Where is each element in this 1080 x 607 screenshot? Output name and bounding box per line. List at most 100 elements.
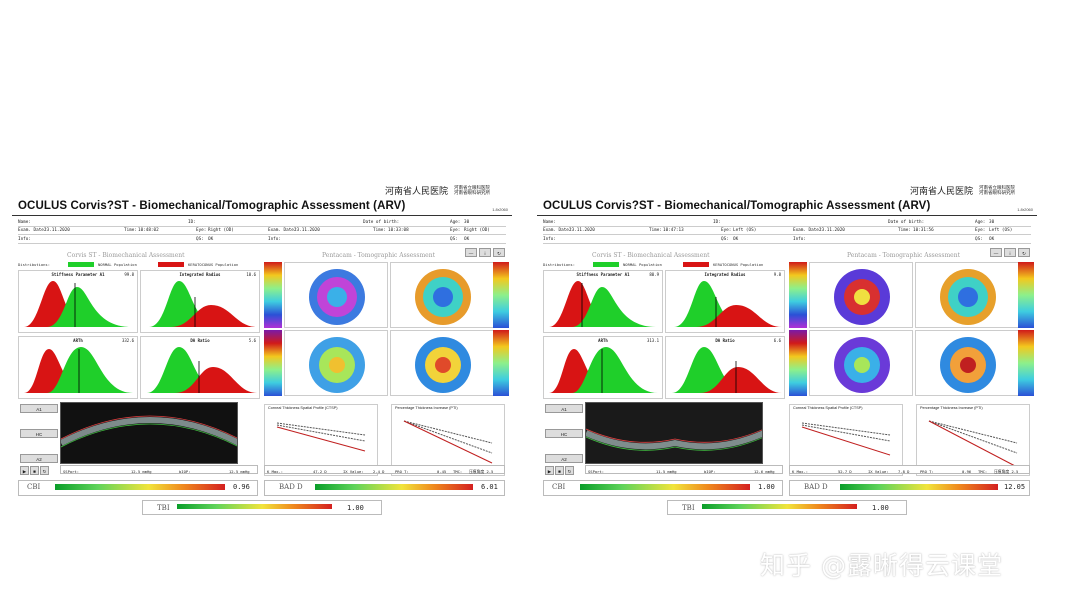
- play-button[interactable]: ▶: [20, 466, 29, 475]
- topography-map: [309, 337, 365, 393]
- map-elev-back[interactable]: [915, 330, 1019, 396]
- ix-label: IX Value:: [343, 469, 364, 474]
- exam-date-value: 23.11.2020: [569, 228, 595, 233]
- map-axial-front[interactable]: [809, 262, 913, 328]
- oct-image: [60, 402, 238, 464]
- report-left-eye: 河南省人民医院 河南省立眼科医院 河南省眼科研究所 OCULUS Corvis?S…: [537, 182, 1037, 522]
- hc-button[interactable]: HC: [20, 429, 58, 438]
- minimize-button[interactable]: —: [465, 248, 477, 257]
- qs-label-2: QS:: [975, 236, 983, 242]
- tmc-label: TMC:: [978, 469, 988, 474]
- eye-value: Left (OS): [733, 228, 757, 233]
- watermark: 知乎 @露晰得云课堂: [760, 551, 1003, 580]
- eye-label: Eye:: [196, 228, 207, 233]
- distributions-label: Distributions:: [543, 262, 576, 267]
- prot-label: PRO T:: [920, 469, 934, 474]
- map-elev-front[interactable]: [915, 262, 1019, 328]
- distribution-curves: [149, 281, 257, 327]
- loop-button[interactable]: ↻: [40, 466, 49, 475]
- normal-pop-label: NORMAL Population: [623, 262, 662, 267]
- kmax-value: 47.2 D: [313, 469, 327, 474]
- graph-lines: [928, 420, 1018, 468]
- prot-value: 0.96: [962, 469, 972, 474]
- cbi-score: 1.00: [758, 483, 775, 491]
- sspot-value: 11.5 mmHg: [656, 469, 677, 474]
- dob-label: Date of birth:: [888, 219, 925, 225]
- topography-map: [940, 269, 996, 325]
- a2-button[interactable]: A2: [20, 454, 58, 463]
- sspot-label: SSPort:: [63, 469, 80, 474]
- refresh-button[interactable]: ↻: [1018, 248, 1030, 257]
- time-label-2: Time:: [898, 228, 911, 233]
- dist-plot: Stiffness Parameter A1 80.9: [543, 270, 663, 333]
- cornea-profile: [61, 415, 237, 448]
- plot-value: 80.9: [649, 272, 659, 277]
- map-axial-front[interactable]: [284, 262, 388, 328]
- map-elev-back[interactable]: [390, 330, 494, 396]
- hospital-header: 河南省人民医院 河南省立眼科医院 河南省眼科研究所: [909, 184, 1015, 198]
- plot-title: ARTh: [598, 338, 608, 343]
- loop-button[interactable]: ↻: [565, 466, 574, 475]
- dist-plot: ARTh 313.1: [543, 336, 663, 399]
- biop-value: 12.6 mmHg: [754, 469, 775, 474]
- version-label: 1.8r2060: [492, 207, 508, 212]
- parameter-bar: SSPort: 12.5 mmHg bIOP: 12.5 mmHg: [60, 465, 258, 474]
- map-thickness[interactable]: [284, 330, 388, 396]
- eye-label: Eye:: [721, 228, 732, 233]
- corvis-section-title: Corvis ST - Biomechanical Assessment: [592, 252, 710, 259]
- exam-date-label-2: Exam. Date:: [268, 228, 297, 233]
- dob-label: Date of birth:: [363, 219, 400, 225]
- color-scale: [789, 330, 807, 396]
- stop-button[interactable]: ■: [555, 466, 564, 475]
- hospital-name: 河南省人民医院: [384, 187, 448, 197]
- age-value: 30: [464, 219, 470, 225]
- color-scale: [493, 330, 509, 396]
- sspot-label: SSPort:: [588, 469, 605, 474]
- tbi-score: 1.00: [872, 504, 889, 512]
- distribution-legend: Distributions: NORMAL Population KERATOC…: [543, 261, 783, 268]
- tbi-gradient: [702, 504, 857, 509]
- divider: [12, 215, 512, 216]
- bad-bar: BAD D 12.05: [789, 480, 1030, 496]
- plot-title: Stiffness Parameter A1: [51, 272, 105, 277]
- hospital-name: 河南省人民医院: [909, 187, 973, 197]
- a2-button[interactable]: A2: [545, 454, 583, 463]
- plot-value: 10.6: [246, 272, 256, 277]
- play-button[interactable]: ▶: [545, 466, 554, 475]
- ix-value: 2.4 D: [373, 469, 385, 474]
- a1-button[interactable]: A1: [20, 404, 58, 413]
- hc-button[interactable]: HC: [545, 429, 583, 438]
- topography-map: [834, 337, 890, 393]
- cbi-score: 0.96: [233, 483, 250, 491]
- id-label: ID:: [188, 219, 196, 225]
- id-label: ID:: [713, 219, 721, 225]
- bad-gradient: [315, 484, 473, 490]
- stop-button[interactable]: ■: [30, 466, 39, 475]
- minimize-button[interactable]: —: [990, 248, 1002, 257]
- plot-value: 332.6: [121, 338, 134, 343]
- qs-value-2: OK: [464, 236, 470, 242]
- divider: [537, 215, 1037, 216]
- plot-value: 313.1: [646, 338, 659, 343]
- exam-date-label: Exam. Date:: [543, 228, 572, 233]
- color-scale: [264, 330, 282, 396]
- plot-title: DA Ratio: [190, 338, 210, 343]
- plot-value: 9.8: [773, 272, 781, 277]
- info-label: Info:: [18, 236, 31, 242]
- bad-score: 12.05: [1004, 483, 1026, 491]
- bad-label: BAD D: [279, 483, 303, 491]
- tbi-label: TBI: [157, 504, 170, 512]
- refresh-button[interactable]: ↻: [493, 248, 505, 257]
- a1-button[interactable]: A1: [545, 404, 583, 413]
- topography-map: [940, 337, 996, 393]
- pti-graph: Percentage Thickness Increase (PTI): [391, 404, 505, 476]
- info-button[interactable]: i: [1004, 248, 1016, 257]
- map-elev-front[interactable]: [390, 262, 494, 328]
- map-thickness[interactable]: [809, 330, 913, 396]
- info-button[interactable]: i: [479, 248, 491, 257]
- patient-info: Name: ID: Date of birth: Age: 30 Exam. D…: [18, 218, 506, 244]
- plot-value: 5.6: [248, 338, 256, 343]
- hospital-sub2: 河南省眼科研究所: [454, 190, 490, 196]
- plot-value: 6.6: [773, 338, 781, 343]
